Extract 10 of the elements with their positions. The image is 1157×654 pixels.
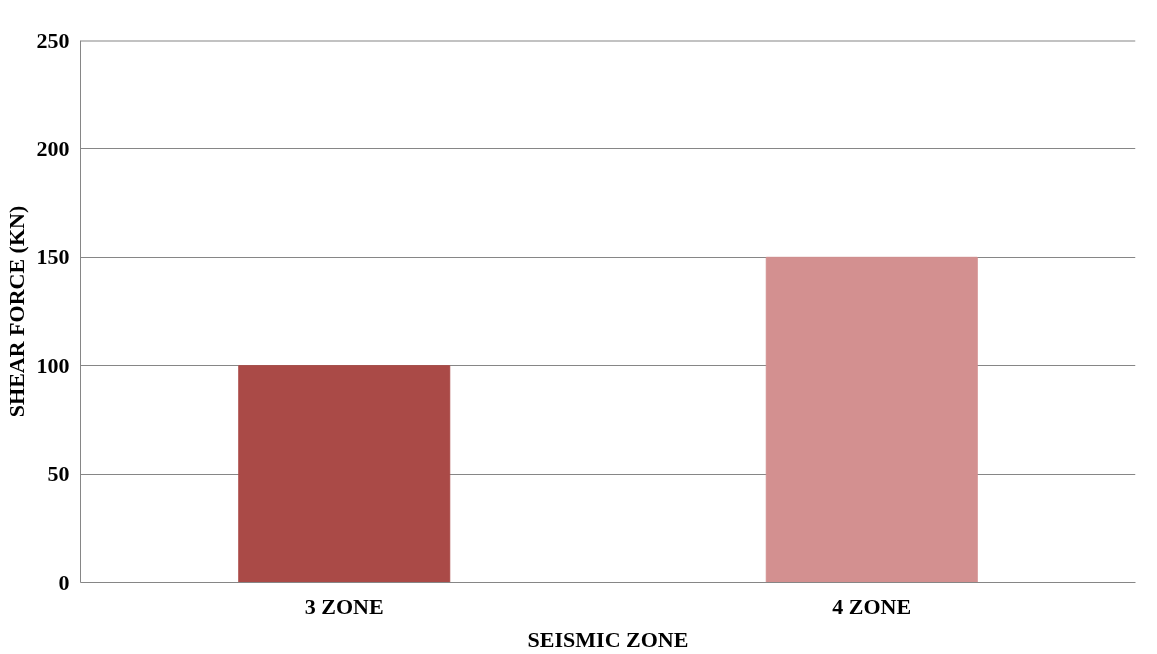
y-tick-label: 150 [36, 244, 70, 270]
y-tick-label: 250 [36, 27, 70, 53]
y-tick-label: 100 [36, 352, 70, 378]
x-axis-title: SEISMIC ZONE [527, 626, 689, 652]
y-tick-label: 0 [58, 569, 70, 595]
x-tick-label: 4 ZONE [832, 593, 912, 619]
x-tick-label: 3 ZONE [304, 593, 384, 619]
y-tick-label: 50 [47, 461, 70, 487]
y-tick-label: 200 [36, 135, 70, 161]
y-axis-title: SHEAR FORCE (KN) [3, 205, 29, 418]
